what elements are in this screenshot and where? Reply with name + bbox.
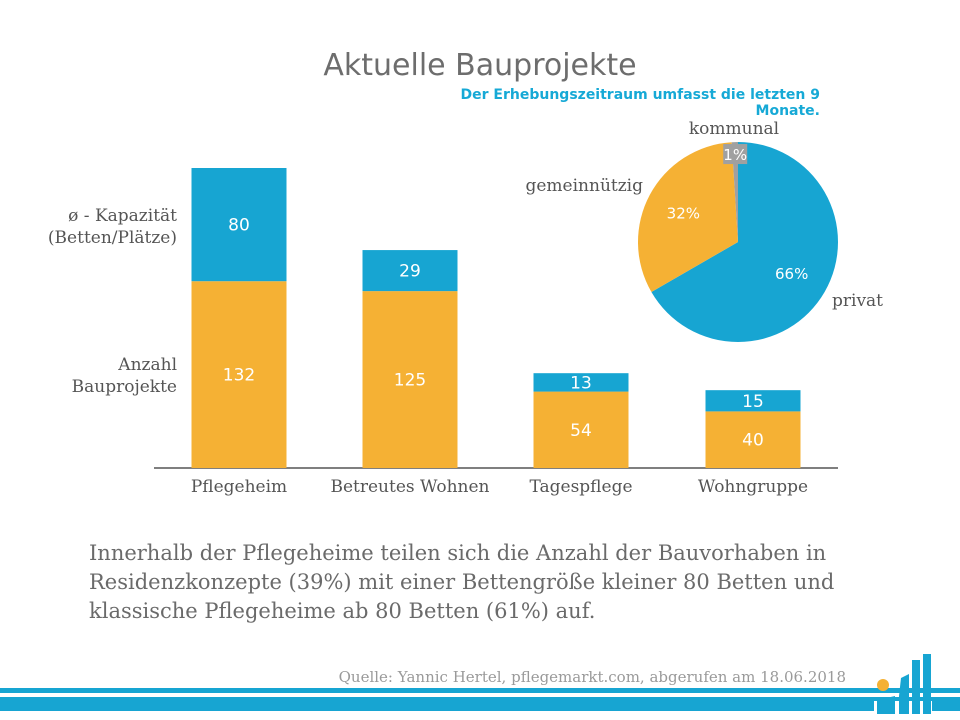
bar-capacity-1 (362, 250, 458, 292)
bar-count-3 (705, 411, 801, 468)
count-label-line-2: Bauprojekte (71, 377, 177, 397)
bar-value-label: 13 (570, 373, 592, 393)
x-tick-label: Pflegeheim (191, 477, 287, 497)
x-tick-label: Wohngruppe (698, 477, 808, 497)
footer-line-top (0, 688, 960, 693)
chart-title: Aktuelle Bauprojekte (323, 48, 637, 83)
pie-slice-1 (638, 142, 738, 292)
bar-capacity-3 (705, 390, 801, 412)
logo-icon (874, 654, 932, 714)
pie-value-label: 66% (775, 265, 808, 283)
capacity-label-line-2: (Betten/Plätze) (47, 228, 177, 248)
bar-capacity-2 (533, 373, 629, 392)
pie-value-bg (723, 144, 748, 165)
bar-value-label: 80 (228, 216, 250, 236)
bar-value-label: 29 (399, 262, 421, 282)
pie-slice-0 (651, 142, 839, 342)
x-tick-label: Tagespflege (529, 477, 632, 497)
bar-value-label: 40 (742, 431, 764, 451)
x-tick-label: Betreutes Wohnen (330, 477, 489, 497)
bar-value-label: 15 (742, 392, 764, 412)
chart-subtitle: Der Erhebungszeitraum umfasst die letzte… (460, 87, 820, 119)
source-text: Quelle: Yannic Hertel, pflegemarkt.com, … (338, 668, 846, 686)
pie-value-label: 32% (667, 205, 700, 223)
pie-value-label: 1% (723, 146, 747, 164)
capacity-series-label: ø - Kapazität (Betten/Plätze) (2, 205, 177, 249)
description-text: Innerhalb der Pflegeheime teilen sich di… (89, 541, 835, 623)
label-privat: privat (832, 291, 883, 311)
label-kommunal: kommunal (689, 119, 779, 139)
count-label-line-1: Anzahl (118, 355, 177, 375)
bar-count-1 (362, 291, 458, 468)
count-series-label: Anzahl Bauprojekte (2, 354, 177, 398)
footer-bar (0, 697, 960, 711)
bar-capacity-0 (191, 168, 287, 282)
bar-value-label: 125 (394, 371, 426, 391)
bar-count-2 (533, 391, 629, 468)
bar-value-label: 132 (223, 366, 255, 386)
capacity-label-line-1: ø - Kapazität (68, 206, 177, 226)
bar-value-label: 54 (570, 421, 592, 441)
label-gemeinnuetzig: gemeinnützig (525, 176, 643, 196)
bar-count-0 (191, 281, 287, 468)
pie-slice-2 (731, 142, 738, 242)
